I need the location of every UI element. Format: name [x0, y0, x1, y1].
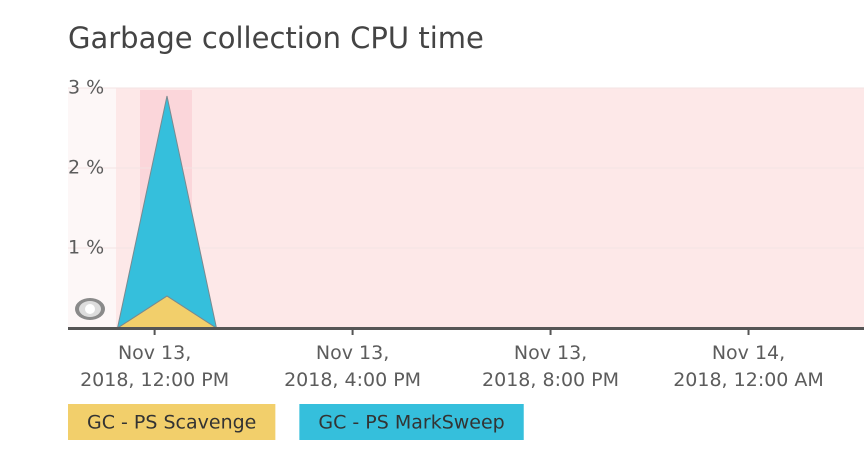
x-tick-label-line: Nov 13, — [316, 342, 389, 364]
x-tick-label: Nov 13, 2018, 4:00 PM — [284, 342, 421, 391]
x-tick-label-line: Nov 13, — [514, 342, 587, 364]
x-tick-label: Nov 13, 2018, 8:00 PM — [482, 342, 619, 391]
y-tick-label: 2 % — [68, 157, 104, 179]
x-tick-label-line: 2018, 4:00 PM — [284, 369, 421, 391]
eye-icon — [75, 298, 105, 320]
x-tick-label-line: 2018, 8:00 PM — [482, 369, 619, 391]
chart-title: Garbage collection CPU time — [68, 21, 484, 55]
x-tick-label: Nov 13, 2018, 12:00 PM — [80, 342, 229, 391]
x-tick-label-line: Nov 13, — [118, 342, 191, 364]
x-tick-label-line: Nov 14, — [712, 342, 785, 364]
legend-swatch — [299, 404, 524, 440]
x-tick-label-line: 2018, 12:00 PM — [80, 369, 229, 391]
x-tick-label: Nov 14, 2018, 12:00 AM — [673, 342, 824, 391]
legend-label: GC - PS Scavenge — [87, 412, 256, 434]
plot-background — [68, 88, 116, 328]
incident-region — [116, 88, 864, 328]
legend: GC - PS Scavenge GC - PS MarkSweep — [68, 404, 524, 440]
grid — [68, 87, 864, 249]
legend-item[interactable]: GC - PS MarkSweep — [299, 404, 524, 440]
legend-label: GC - PS MarkSweep — [318, 412, 504, 434]
y-tick-label: 3 % — [68, 77, 104, 99]
y-tick-label: 1 % — [68, 237, 104, 259]
x-tick-label-line: 2018, 12:00 AM — [673, 369, 824, 391]
legend-item[interactable]: GC - PS Scavenge — [68, 404, 276, 440]
legend-swatch — [68, 404, 276, 440]
